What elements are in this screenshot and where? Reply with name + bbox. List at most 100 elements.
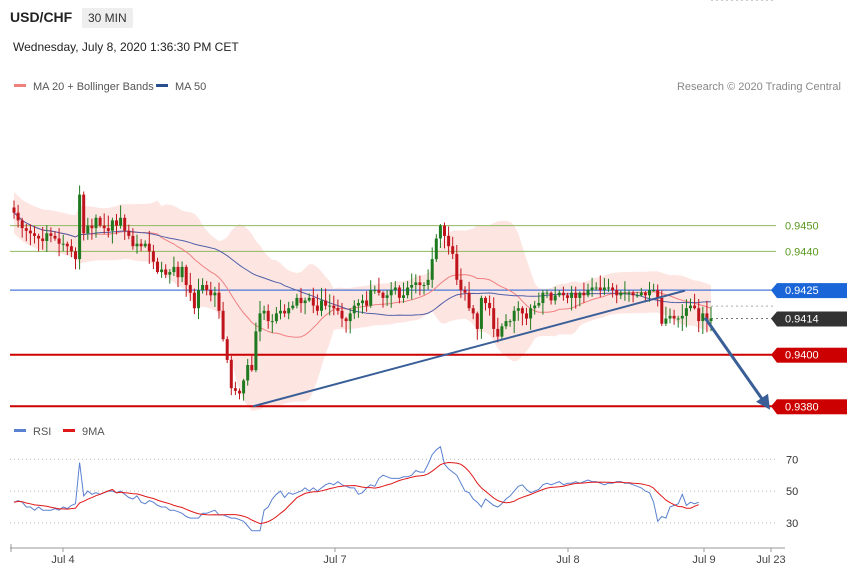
price-tag-bg (777, 311, 847, 327)
candle-body (176, 266, 180, 278)
price-tag-pointer (771, 399, 777, 415)
candle-body (180, 266, 184, 278)
candle-body (607, 287, 610, 289)
candle-body (467, 292, 471, 309)
candle-body (615, 290, 619, 296)
candles (12, 185, 713, 401)
candle-body (463, 290, 467, 293)
candle-body (184, 266, 188, 285)
candle-body (541, 292, 545, 303)
candle-body (471, 308, 475, 314)
candle-body (45, 233, 49, 241)
candle-body (78, 194, 82, 260)
candle-body (586, 290, 590, 296)
candle-body (123, 217, 127, 231)
candle-body (451, 246, 455, 254)
candle-body (217, 292, 221, 311)
candle-body (648, 290, 651, 296)
candle-body (69, 246, 73, 252)
candle-body (422, 285, 426, 286)
candle-body (434, 238, 438, 260)
candle-body (590, 287, 594, 291)
candle-body (37, 235, 41, 239)
rsi-panel: 70 50 30 (10, 0, 798, 532)
candle-body (139, 243, 143, 247)
candle-body (709, 318, 713, 322)
candle-body (270, 321, 274, 323)
trendlines (252, 289, 770, 410)
candle-body (143, 243, 147, 247)
candle-body (229, 359, 233, 389)
candle-body (262, 310, 266, 314)
candle-body (332, 305, 336, 309)
candle-body (693, 305, 697, 309)
price-label-0.9450: 0.9450 (785, 221, 819, 233)
candle-body (643, 292, 647, 296)
candle-body (459, 279, 463, 291)
candle-body (90, 225, 94, 229)
candle-body (508, 321, 512, 323)
candle-body (151, 251, 155, 262)
candle-body (147, 243, 151, 252)
candle-body (164, 269, 168, 275)
candle-body (377, 290, 381, 293)
candle-body (500, 326, 504, 337)
price-tag-bg (777, 283, 847, 299)
candle-body (274, 313, 278, 322)
candle-body (660, 297, 664, 324)
candle-body (549, 292, 553, 301)
price-tag-pointer (771, 283, 777, 299)
candle-body (57, 238, 61, 244)
price-label-0.9400: 0.9400 (785, 350, 819, 362)
candle-body (266, 310, 270, 322)
candle-body (213, 292, 217, 296)
candle-body (373, 290, 377, 292)
rsi-line (13, 445, 699, 532)
candle-body (594, 287, 598, 289)
timeframe-button[interactable]: 30 MIN (82, 8, 133, 28)
candle-body (106, 228, 110, 231)
candle-body (557, 292, 561, 296)
price-labels: 0.9450 0.9440 0.9425 0.9414 0.9400 0.9380 (771, 221, 847, 415)
candle-body (361, 300, 364, 304)
candle-body (242, 380, 246, 394)
rsi-legend-swatch (14, 429, 26, 432)
candle-body (102, 225, 106, 229)
candle-body (561, 292, 565, 296)
candle-body (520, 308, 524, 314)
price-tag-bg (777, 347, 847, 363)
candle-body (504, 321, 508, 327)
candle-body (684, 308, 688, 316)
candle-body (545, 292, 549, 294)
candle-body (602, 287, 606, 291)
candle-body (672, 315, 676, 319)
rsi-legend-label: 9MA (82, 426, 105, 438)
price-label-0.9414: 0.9414 (785, 314, 819, 326)
candle-body (119, 217, 123, 226)
candle-body (475, 313, 479, 329)
candle-body (352, 305, 356, 314)
candle-body (348, 313, 352, 322)
candle-body (131, 235, 135, 247)
candle-body (16, 212, 20, 221)
candle-body (291, 305, 295, 309)
rsi-tick-label: 50 (786, 486, 798, 498)
legend: MA 20 + Bollinger Bands MA 50 Research © 2… (14, 81, 841, 438)
candle-body (98, 217, 102, 226)
candle-body (65, 243, 69, 247)
candle-body (356, 303, 360, 306)
candle-body (381, 292, 385, 298)
candle-body (619, 292, 623, 296)
time-tick-label: Jul 9 (692, 554, 715, 566)
candle-body (188, 285, 192, 293)
candle-body (127, 230, 131, 236)
candle-body (369, 290, 373, 306)
price-label-0.9380: 0.9380 (785, 401, 819, 413)
candle-body (320, 300, 323, 311)
candle-body (238, 390, 241, 394)
candle-body (385, 295, 389, 298)
candle-body (389, 290, 393, 296)
candle-body (639, 292, 643, 296)
price-tag-pointer (771, 311, 777, 327)
